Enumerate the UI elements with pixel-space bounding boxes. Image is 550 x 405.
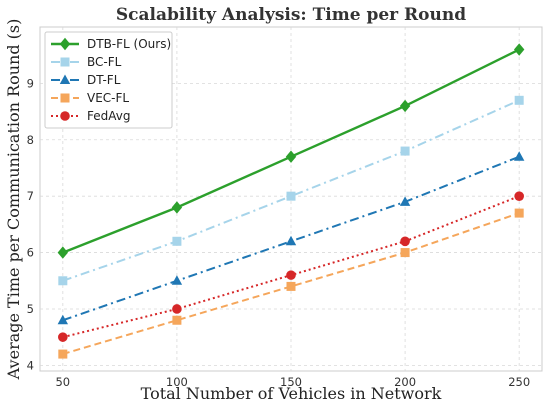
data-point xyxy=(58,332,68,342)
data-point xyxy=(171,201,183,214)
data-point xyxy=(513,43,525,56)
data-point xyxy=(514,95,524,105)
y-tick-label: 8 xyxy=(27,133,34,147)
data-point xyxy=(58,276,68,286)
legend-entry: DTB-FL (Ours) xyxy=(51,37,171,51)
y-tick-label: 7 xyxy=(27,189,34,203)
x-tick-label: 100 xyxy=(166,375,188,389)
y-tick-label: 4 xyxy=(27,358,34,372)
y-tick-label: 5 xyxy=(27,302,34,316)
series-dt-fl xyxy=(57,151,525,325)
legend-marker xyxy=(59,74,71,84)
data-point xyxy=(399,196,411,206)
legend-marker xyxy=(60,57,70,67)
series-line xyxy=(62,99,520,282)
data-point xyxy=(513,151,525,161)
data-point xyxy=(285,150,297,163)
data-point xyxy=(172,315,182,325)
data-point xyxy=(400,248,410,258)
data-point xyxy=(172,304,182,314)
data-point xyxy=(58,349,68,359)
data-point xyxy=(514,191,524,201)
x-tick-label: 150 xyxy=(280,375,302,389)
legend-entry: BC-FL xyxy=(51,55,122,69)
data-point xyxy=(399,99,411,113)
legend-entry: VEC-FL xyxy=(51,91,129,105)
legend-marker xyxy=(60,111,70,121)
legend-marker xyxy=(59,37,71,51)
legend-label: FedAvg xyxy=(87,109,130,123)
legend-box xyxy=(44,31,173,129)
y-axis-label: Average Time per Communication Round (s) xyxy=(4,19,23,381)
ticks: 50 100 150 200 250 4 5 6 7 8 9 xyxy=(27,76,530,389)
x-tick-label: 50 xyxy=(55,375,70,389)
series-dtb-fl-ours xyxy=(57,43,525,259)
data-point xyxy=(57,246,69,259)
data-point xyxy=(171,275,183,285)
data-point xyxy=(286,191,296,201)
series-fedavg xyxy=(58,191,524,342)
legend-entry: FedAvg xyxy=(51,109,130,123)
x-tick-label: 200 xyxy=(394,375,416,389)
data-point xyxy=(400,146,410,156)
x-axis-label: Total Number of Vehicles in Network xyxy=(141,384,442,403)
legend: DTB-FL (Ours) BC-FL DT-FL VEC-FL FedAvg xyxy=(44,31,173,129)
series-vec-fl xyxy=(58,208,524,359)
chart-title: Scalability Analysis: Time per Round xyxy=(116,5,466,25)
data-point xyxy=(285,235,297,246)
legend-entry: DT-FL xyxy=(51,73,121,87)
legend-label: DT-FL xyxy=(87,73,121,87)
data-point xyxy=(400,236,410,247)
series-layer xyxy=(57,43,525,359)
data-point xyxy=(172,236,182,246)
data-point xyxy=(57,314,69,325)
legend-label: DTB-FL (Ours) xyxy=(87,37,171,51)
data-point xyxy=(514,208,524,218)
legend-label: BC-FL xyxy=(87,55,122,69)
y-tick-label: 6 xyxy=(27,246,34,260)
data-point xyxy=(286,281,296,291)
series-bc-fl xyxy=(58,95,524,286)
legend-marker xyxy=(60,93,70,103)
legend-label: VEC-FL xyxy=(87,91,129,105)
x-tick-label: 250 xyxy=(508,375,530,389)
data-point xyxy=(286,270,296,280)
y-tick-label: 9 xyxy=(27,76,34,90)
series-line xyxy=(62,212,520,356)
